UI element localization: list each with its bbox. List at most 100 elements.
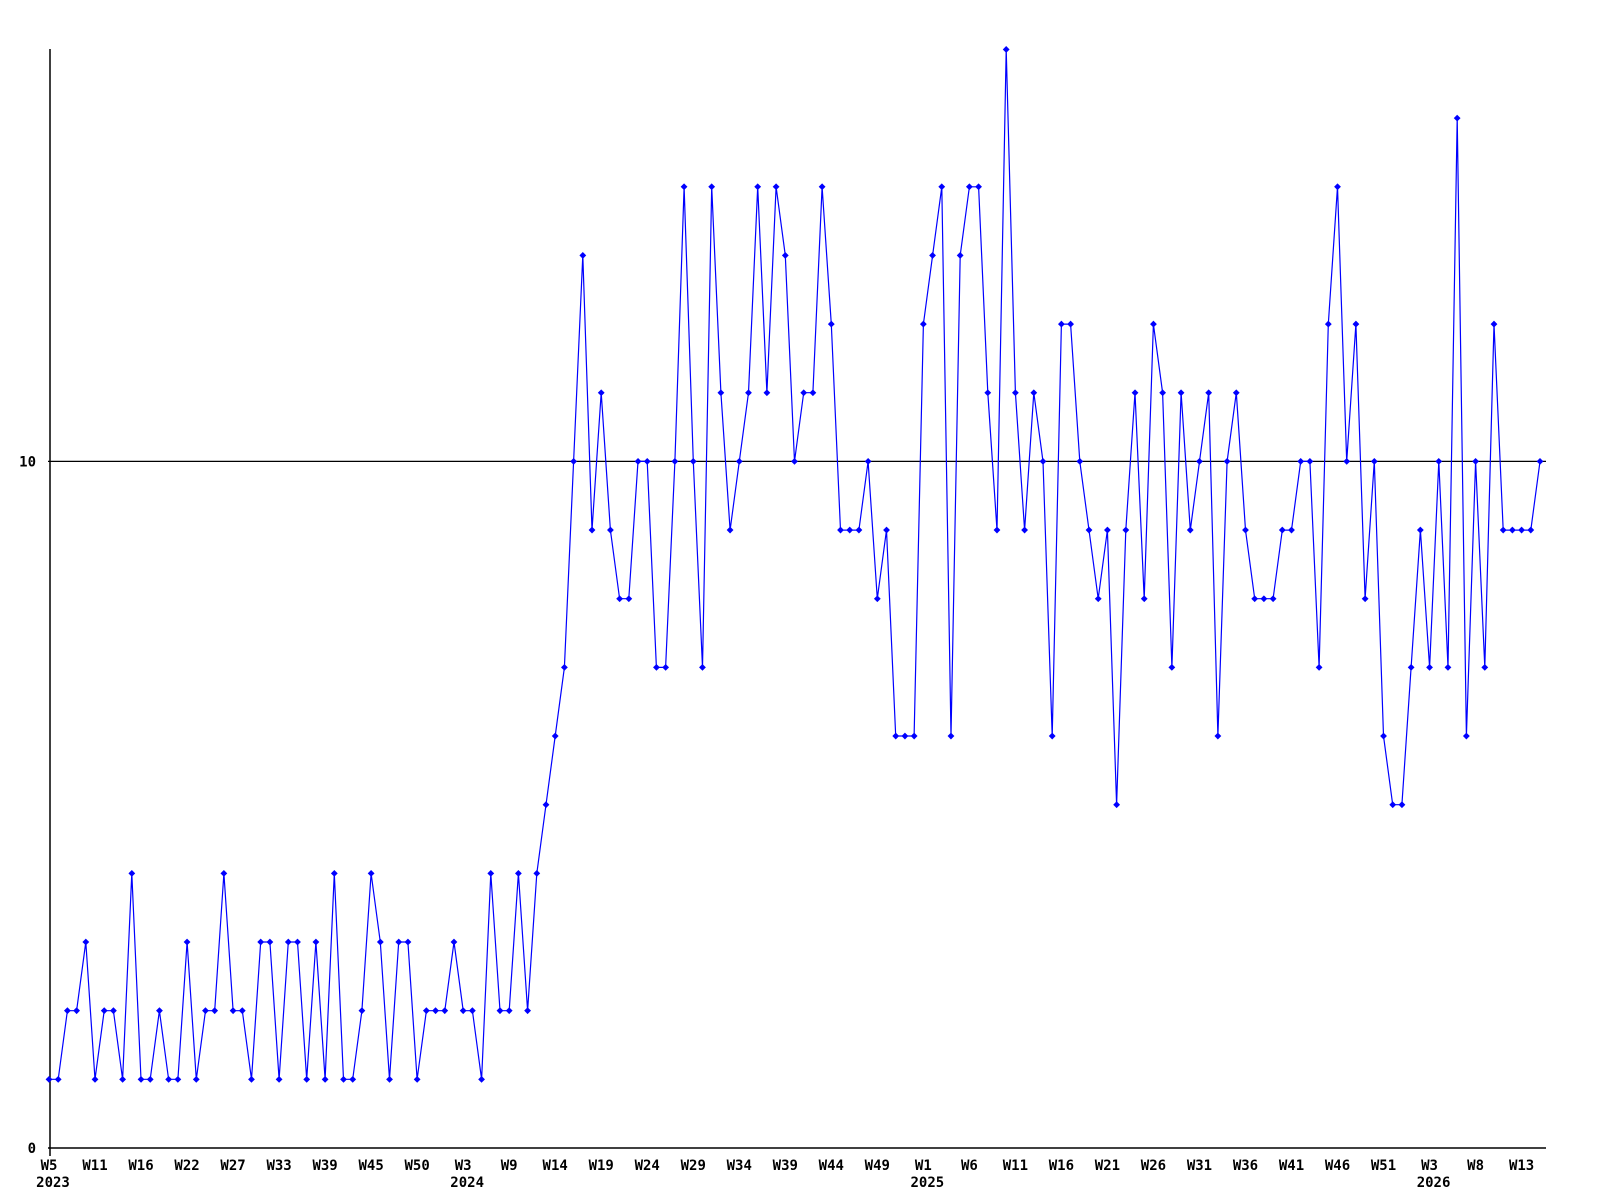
data-point bbox=[1131, 389, 1139, 397]
x-tick-label: W3 bbox=[455, 1158, 472, 1174]
data-point bbox=[726, 526, 734, 534]
x-tick-label: W41 bbox=[1279, 1158, 1304, 1174]
data-point bbox=[561, 663, 568, 671]
data-point bbox=[367, 869, 375, 877]
data-point bbox=[1076, 458, 1084, 465]
data-point bbox=[763, 389, 771, 397]
data-point bbox=[1462, 732, 1470, 740]
data-point bbox=[772, 183, 780, 191]
x-tick-label: W29 bbox=[681, 1158, 706, 1174]
data-point bbox=[110, 1007, 117, 1015]
data-point bbox=[1407, 663, 1415, 671]
data-point bbox=[514, 869, 522, 877]
data-point bbox=[1011, 389, 1019, 397]
data-point bbox=[616, 595, 624, 603]
data-point bbox=[468, 1007, 476, 1015]
data-point bbox=[220, 869, 228, 877]
data-point bbox=[413, 1075, 421, 1083]
data-point bbox=[275, 1075, 283, 1083]
data-point bbox=[984, 389, 992, 397]
data-point bbox=[1140, 595, 1148, 603]
data-point bbox=[1288, 526, 1295, 534]
data-point bbox=[294, 938, 301, 946]
data-point bbox=[330, 869, 338, 877]
x-tick-label: W50 bbox=[404, 1158, 429, 1174]
data-point bbox=[1094, 595, 1102, 603]
data-point bbox=[597, 389, 605, 397]
data-point bbox=[91, 1075, 99, 1083]
data-point bbox=[1499, 526, 1507, 534]
x-tick-label: W1 bbox=[915, 1158, 932, 1174]
data-point bbox=[892, 732, 900, 740]
data-point bbox=[1370, 458, 1378, 465]
data-point bbox=[827, 320, 835, 328]
year-label: 2024 bbox=[450, 1175, 484, 1191]
data-point bbox=[745, 389, 752, 397]
data-point bbox=[459, 1007, 467, 1015]
data-point bbox=[781, 252, 789, 259]
x-tick-label: W16 bbox=[1049, 1158, 1074, 1174]
data-point bbox=[1177, 389, 1185, 397]
data-point bbox=[1527, 526, 1535, 534]
data-point bbox=[248, 1075, 255, 1083]
data-point bbox=[100, 1007, 108, 1015]
data-point bbox=[487, 869, 495, 877]
data-point bbox=[119, 1075, 127, 1083]
data-point bbox=[708, 183, 716, 191]
year-label: 2025 bbox=[910, 1175, 944, 1191]
data-point bbox=[883, 526, 890, 534]
data-point bbox=[1426, 663, 1433, 671]
data-point bbox=[1214, 732, 1222, 740]
data-point bbox=[846, 526, 854, 534]
data-point bbox=[570, 458, 578, 465]
data-point bbox=[1058, 320, 1065, 328]
data-point bbox=[634, 458, 642, 465]
data-point bbox=[1315, 663, 1323, 671]
data-point bbox=[956, 252, 964, 259]
x-tick-label: W8 bbox=[1467, 1158, 1484, 1174]
data-point bbox=[128, 869, 136, 877]
data-point bbox=[183, 938, 191, 946]
data-point bbox=[837, 526, 844, 534]
x-tick-label: W44 bbox=[819, 1158, 844, 1174]
data-point bbox=[1269, 595, 1277, 603]
data-point bbox=[625, 595, 633, 603]
data-point bbox=[312, 938, 320, 946]
data-point bbox=[1030, 389, 1038, 397]
data-point bbox=[653, 663, 660, 671]
data-point bbox=[929, 252, 936, 259]
data-point bbox=[1104, 526, 1111, 534]
data-point bbox=[1196, 458, 1203, 465]
data-point bbox=[965, 183, 973, 191]
data-point bbox=[873, 595, 881, 603]
x-tick-label: W39 bbox=[312, 1158, 337, 1174]
data-point bbox=[441, 1007, 449, 1015]
data-point bbox=[1518, 526, 1525, 534]
data-point bbox=[993, 526, 1001, 534]
data-point bbox=[478, 1075, 485, 1083]
data-point bbox=[588, 526, 596, 534]
data-point bbox=[643, 458, 651, 465]
x-tick-label: W46 bbox=[1325, 1158, 1350, 1174]
data-point bbox=[671, 458, 679, 465]
data-point bbox=[1168, 663, 1176, 671]
data-point bbox=[496, 1007, 504, 1015]
data-point bbox=[901, 732, 909, 740]
x-tick-label: W24 bbox=[635, 1158, 660, 1174]
data-point bbox=[1159, 389, 1167, 397]
data-point bbox=[358, 1007, 366, 1015]
data-point bbox=[1048, 732, 1056, 740]
data-point bbox=[579, 252, 587, 259]
data-points bbox=[45, 46, 1544, 1083]
data-point bbox=[551, 732, 559, 740]
data-point bbox=[1398, 801, 1406, 809]
data-point bbox=[1435, 458, 1443, 465]
data-point bbox=[64, 1007, 71, 1015]
data-point bbox=[1251, 595, 1259, 603]
x-tick-label: W39 bbox=[773, 1158, 798, 1174]
data-point bbox=[1113, 801, 1121, 809]
data-point bbox=[137, 1075, 145, 1083]
data-point bbox=[1361, 595, 1369, 603]
x-tick-label: W45 bbox=[358, 1158, 383, 1174]
